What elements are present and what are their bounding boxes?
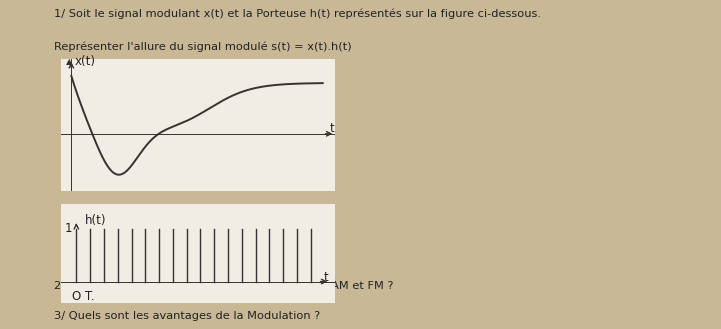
Text: 3/ Quels sont les avantages de la Modulation ?: 3/ Quels sont les avantages de la Modula…	[54, 311, 320, 321]
Text: T.: T.	[85, 290, 95, 303]
Bar	[0, 0, 40, 329]
Text: h(t): h(t)	[85, 214, 107, 227]
Text: ▲: ▲	[66, 57, 72, 66]
Text: t: t	[324, 271, 328, 284]
Text: t: t	[329, 122, 334, 135]
Text: Représenter l'allure du signal modulé s(t) = x(t).h(t): Représenter l'allure du signal modulé s(…	[54, 41, 352, 52]
Text: ✕: ✕	[218, 148, 236, 168]
Text: 1/ Soit le signal modulant x(t) et la Porteuse h(t) représentés sur la figure ci: 1/ Soit le signal modulant x(t) et la Po…	[54, 8, 541, 19]
Text: O: O	[71, 290, 81, 303]
Text: 1: 1	[65, 222, 73, 235]
Text: 2/ Quelle est la différence entre une Modulation AM et FM ?: 2/ Quelle est la différence entre une Mo…	[54, 281, 394, 291]
Text: x(t): x(t)	[75, 55, 96, 68]
